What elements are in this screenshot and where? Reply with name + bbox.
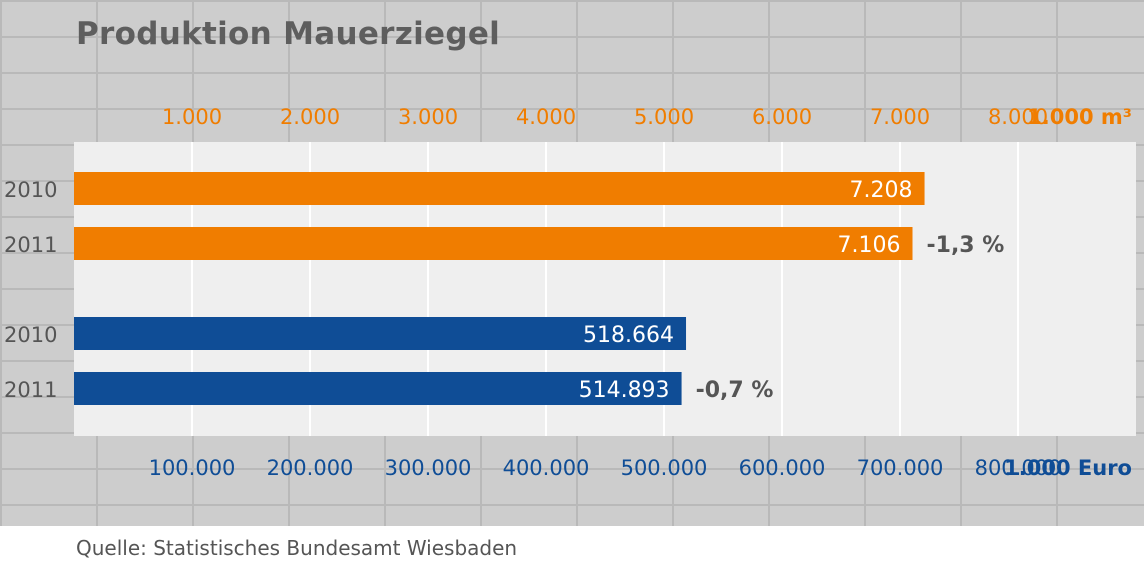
x-tick-label: 6.000 xyxy=(752,105,812,129)
x-tick-label: 500.000 xyxy=(621,456,708,480)
bar xyxy=(74,372,682,405)
x-tick-label: 300.000 xyxy=(385,456,472,480)
x-tick-label: 100.000 xyxy=(149,456,236,480)
bar xyxy=(74,317,687,350)
y-category-label: 2010 xyxy=(4,323,57,347)
bar-value-label: 7.106 xyxy=(838,233,901,258)
x-tick-label: 4.000 xyxy=(516,105,576,129)
x-tick-label: 2.000 xyxy=(280,105,340,129)
change-annotation: -0,7 % xyxy=(696,378,774,403)
bar-value-label: 518.664 xyxy=(583,323,674,348)
x-tick-label: 200.000 xyxy=(267,456,354,480)
bar-chart: 1.000 2.000 3.000 4.000 5.000 6.000 7.000 8.000… xyxy=(4,105,1136,480)
bar xyxy=(74,172,925,205)
x-tick-label: 800.000 xyxy=(975,456,1062,480)
x-tick-label: 1.000 xyxy=(162,105,222,129)
y-category-label: 2011 xyxy=(4,378,57,402)
x-tick-label: 400.000 xyxy=(503,456,590,480)
x-tick-label: 700.000 xyxy=(857,456,944,480)
bar xyxy=(74,227,913,260)
axis-unit-label: 1.000 Euro xyxy=(1004,456,1132,480)
x-tick-label: 7.000 xyxy=(870,105,930,129)
x-tick-label: 8.000 xyxy=(988,105,1048,129)
bar-value-label: 514.893 xyxy=(579,378,670,403)
chart-title: Produktion Mauerziegel xyxy=(76,16,501,52)
y-category-label: 2010 xyxy=(4,178,57,202)
x-tick-label: 600.000 xyxy=(739,456,826,480)
x-tick-label: 3.000 xyxy=(398,105,458,129)
x-tick-label: 5.000 xyxy=(634,105,694,129)
change-annotation: -1,3 % xyxy=(927,233,1005,258)
y-category-label: 2011 xyxy=(4,233,57,257)
source-note: Quelle: Statistisches Bundesamt Wiesbade… xyxy=(76,536,518,560)
axis-unit-label: 1.000 m³ xyxy=(1027,105,1132,129)
bar-value-label: 7.208 xyxy=(850,178,913,203)
